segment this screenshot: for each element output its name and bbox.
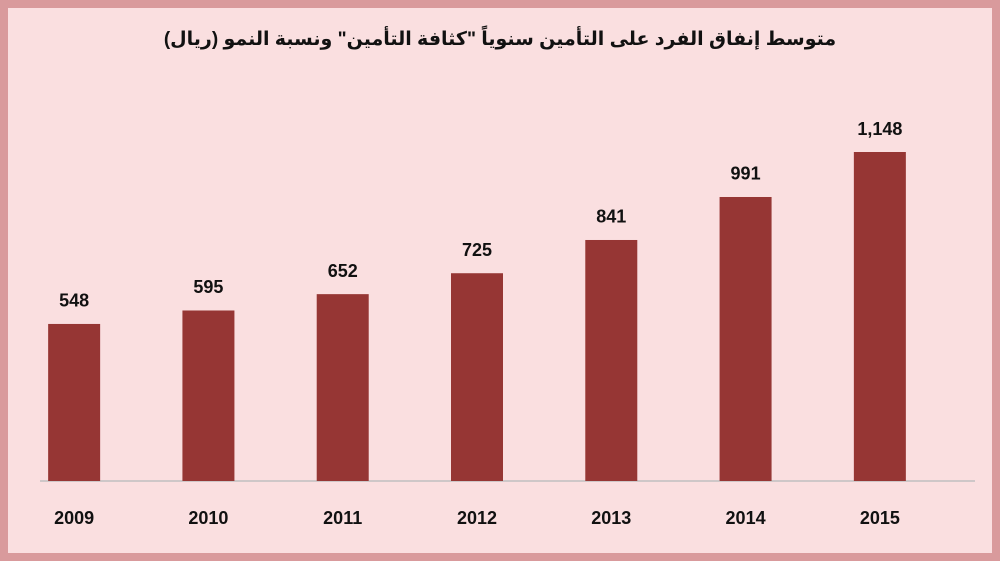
value-label: 595 [193,277,223,297]
value-label: 652 [328,261,358,281]
x-tick-label: 2009 [54,508,94,528]
x-tick-label: 2013 [591,508,631,528]
x-tick-label: 2015 [860,508,900,528]
x-tick-label: 2010 [188,508,228,528]
bar [853,152,906,481]
bar [451,273,503,481]
value-label: 841 [596,207,626,227]
x-tick-label: 2014 [726,508,766,528]
value-label: 991 [731,164,761,184]
x-tick-label: 2012 [457,508,497,528]
value-label: 548 [59,291,89,311]
bar [48,323,101,481]
value-label: 725 [462,240,492,260]
chart-title: متوسط إنفاق الفرد على التأمين سنوياً "كث… [164,25,836,50]
x-tick-label: 2011 [323,508,362,528]
bar [585,239,638,481]
bar [316,294,369,481]
value-label: 1,148 [857,119,902,139]
bar [182,310,235,481]
bar [719,196,772,481]
